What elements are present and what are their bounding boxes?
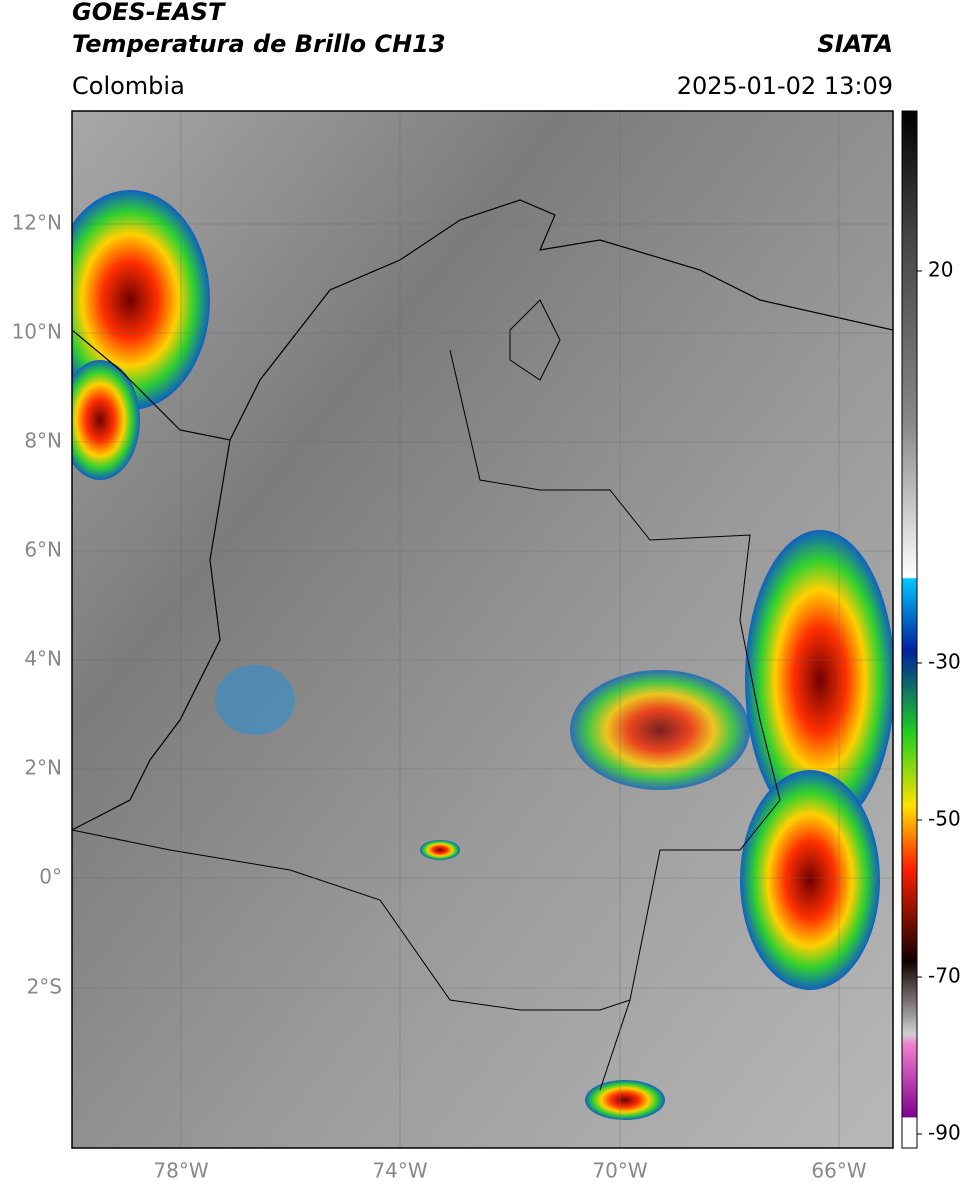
lake (509, 299, 561, 381)
cloud-cluster (72, 360, 140, 480)
lat-label: 2°N (24, 756, 62, 780)
subtitle: Temperatura de Brillo CH13 (72, 30, 446, 58)
labels: 12°N 10°N 8°N 6°N 4°N 2°N 0° 2°S 78°W 74°W 70°W 66°… (12, 211, 961, 1183)
cloud-cluster (215, 665, 295, 735)
lat-label: 6°N (24, 538, 62, 562)
lat-label: 2°S (27, 975, 62, 999)
coastline (72, 199, 893, 441)
lat-label: 12°N (12, 211, 62, 235)
cloud-cluster (570, 670, 750, 790)
colorbar-label: -30 (928, 650, 961, 674)
datetime: 2025-01-02 13:09 (677, 72, 893, 100)
region: Colombia (72, 72, 185, 100)
lat-label: 4°N (24, 647, 62, 671)
colorbar-label: 20 (928, 258, 953, 282)
lon-label: 70°W (592, 1159, 647, 1183)
border (449, 349, 781, 1091)
cloud-cluster (72, 190, 210, 410)
source: SIATA (817, 30, 893, 58)
coastline (72, 439, 231, 831)
cloud-cluster (745, 530, 893, 830)
lon-label: 78°W (153, 1159, 208, 1183)
cloud-cluster (740, 770, 880, 990)
colorbar-label: -90 (928, 1121, 961, 1145)
lat-label: 8°N (24, 429, 62, 453)
title: GOES-EAST (72, 0, 226, 26)
cloud-cluster (585, 1080, 665, 1120)
colorbar-label: -70 (928, 964, 961, 988)
lon-label: 74°W (372, 1159, 427, 1183)
colorbar-label: -50 (928, 807, 961, 831)
cloud-cluster (420, 840, 460, 860)
lat-label: 10°N (12, 320, 62, 344)
graticule (72, 111, 893, 1148)
map-image (72, 111, 893, 1148)
lat-label: 0° (39, 865, 62, 889)
lon-label: 66°W (811, 1159, 866, 1183)
map-frame (71, 110, 894, 1149)
border (72, 829, 631, 1011)
colorbar (901, 110, 918, 1149)
